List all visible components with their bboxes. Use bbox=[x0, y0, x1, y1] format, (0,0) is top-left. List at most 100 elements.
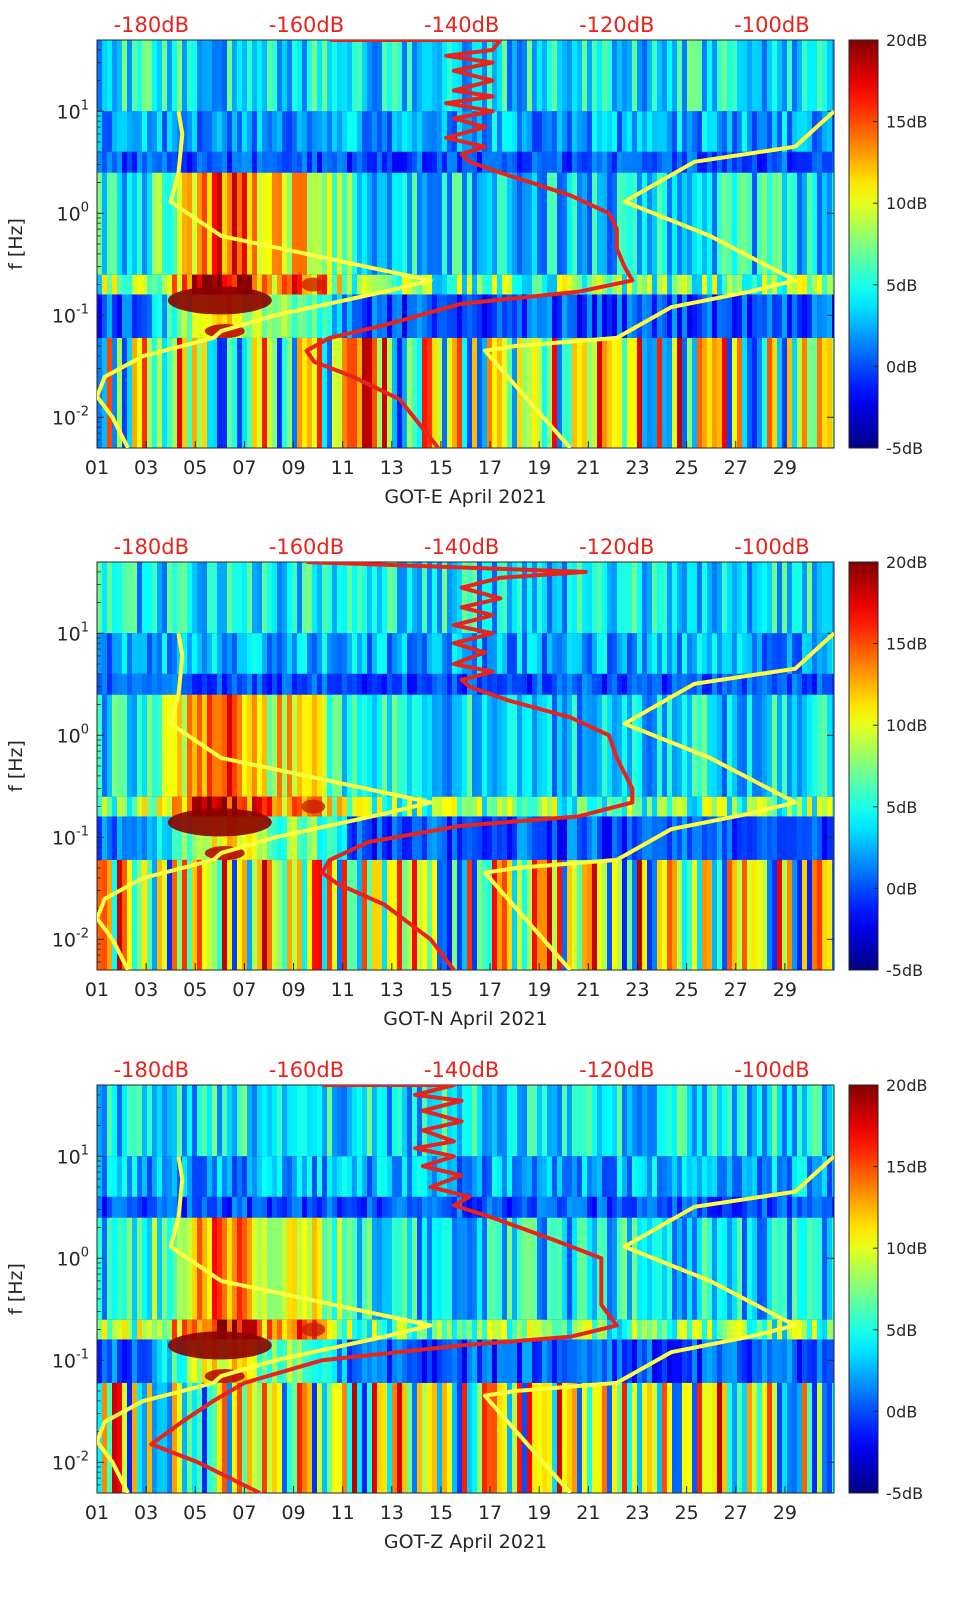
panel-3: 10-2 10-1 100 101 f [Hz] 01 03 05 07 09 11 13 15 17 19… bbox=[5, 1058, 928, 1553]
x-tick-label-11: 23 bbox=[625, 457, 649, 479]
colorbar-label-2: 10dB bbox=[886, 1239, 928, 1258]
colorbar-label-3: 5dB bbox=[886, 1321, 917, 1340]
series-high-noise-model bbox=[482, 631, 834, 970]
x-tick-label-4: 09 bbox=[281, 457, 305, 479]
colorbar-label-2: 10dB bbox=[886, 716, 928, 735]
x-tick-label-6: 13 bbox=[380, 1502, 404, 1524]
y-tick-label-2: 100 bbox=[57, 1245, 89, 1270]
x-tick-label-14: 29 bbox=[773, 457, 797, 479]
y-tick-label-1: 10-1 bbox=[52, 302, 89, 327]
top-axis-label-0: -180dB bbox=[114, 13, 189, 37]
series-median-PSD bbox=[304, 40, 635, 448]
top-axis-label-0: -180dB bbox=[114, 1058, 189, 1082]
x-tick-label-4: 09 bbox=[281, 979, 305, 1001]
colorbar-label-5: -5dB bbox=[886, 439, 923, 458]
colorbar-label-0: 20dB bbox=[886, 1076, 928, 1095]
colorbar-label-5: -5dB bbox=[886, 1484, 923, 1503]
x-tick-label-2: 05 bbox=[183, 457, 207, 479]
x-tick-label-5: 11 bbox=[331, 979, 355, 1001]
x-axis-label: GOT-N April 2021 bbox=[383, 1008, 547, 1030]
x-tick-label-7: 15 bbox=[429, 1502, 453, 1524]
series-high-noise-model bbox=[482, 109, 834, 448]
top-axis-label-1: -160dB bbox=[269, 13, 344, 37]
y-tick-label-0: 10-2 bbox=[52, 926, 89, 951]
x-tick-label-2: 05 bbox=[183, 1502, 207, 1524]
x-tick-label-13: 27 bbox=[724, 457, 748, 479]
top-axis-label-4: -100dB bbox=[734, 1058, 809, 1082]
x-tick-label-0: 01 bbox=[85, 457, 109, 479]
x-tick-label-12: 25 bbox=[675, 979, 699, 1001]
x-tick-label-3: 07 bbox=[232, 1502, 256, 1524]
colorbar-label-1: 15dB bbox=[886, 1158, 928, 1177]
x-tick-label-7: 15 bbox=[429, 457, 453, 479]
y-tick-label-1: 10-1 bbox=[52, 824, 89, 849]
y-tick-label-2: 100 bbox=[57, 200, 89, 225]
series-high-noise-model bbox=[482, 1154, 834, 1493]
colorbar: 20dB 15dB 10dB 5dB 0dB -5dB bbox=[848, 553, 928, 980]
x-tick-label-8: 17 bbox=[478, 1502, 502, 1524]
series-median-PSD bbox=[149, 1085, 619, 1493]
colorbar-label-1: 15dB bbox=[886, 635, 928, 654]
colorbar-label-3: 5dB bbox=[886, 276, 917, 295]
x-tick-label-13: 27 bbox=[724, 1502, 748, 1524]
x-tick-label-12: 25 bbox=[675, 1502, 699, 1524]
y-axis-label: f [Hz] bbox=[5, 1263, 27, 1315]
top-axis-label-4: -100dB bbox=[734, 13, 809, 37]
x-tick-label-6: 13 bbox=[380, 979, 404, 1001]
y-tick-label-3: 101 bbox=[57, 1143, 89, 1168]
top-axis-label-1: -160dB bbox=[269, 1058, 344, 1082]
x-tick-label-8: 17 bbox=[478, 457, 502, 479]
x-tick-label-0: 01 bbox=[85, 979, 109, 1001]
x-tick-label-8: 17 bbox=[478, 979, 502, 1001]
colorbar-label-2: 10dB bbox=[886, 194, 928, 213]
x-tick-label-9: 19 bbox=[527, 457, 551, 479]
y-axis-label: f [Hz] bbox=[5, 218, 27, 270]
x-tick-label-9: 19 bbox=[527, 979, 551, 1001]
x-tick-label-13: 27 bbox=[724, 979, 748, 1001]
top-axis-label-3: -120dB bbox=[579, 13, 654, 37]
colorbar-label-4: 0dB bbox=[886, 357, 917, 376]
y-tick-label-0: 10-2 bbox=[52, 1449, 89, 1474]
x-tick-label-10: 21 bbox=[576, 1502, 600, 1524]
colorbar-label-5: -5dB bbox=[886, 961, 923, 980]
y-tick-label-1: 10-1 bbox=[52, 1347, 89, 1372]
y-tick-label-3: 101 bbox=[57, 620, 89, 645]
x-tick-label-5: 11 bbox=[331, 1502, 355, 1524]
panel-2: 10-2 10-1 100 101 f [Hz] 01 03 05 07 09 11 13 15 17 19… bbox=[5, 535, 928, 1030]
y-axis-label: f [Hz] bbox=[5, 740, 27, 792]
x-tick-label-4: 09 bbox=[281, 1502, 305, 1524]
x-tick-label-11: 23 bbox=[625, 979, 649, 1001]
x-tick-label-11: 23 bbox=[625, 1502, 649, 1524]
x-tick-label-1: 03 bbox=[134, 979, 158, 1001]
x-tick-label-1: 03 bbox=[134, 1502, 158, 1524]
x-tick-label-10: 21 bbox=[576, 979, 600, 1001]
top-axis-label-1: -160dB bbox=[269, 535, 344, 559]
y-tick-label-2: 100 bbox=[57, 722, 89, 747]
colorbar: 20dB 15dB 10dB 5dB 0dB -5dB bbox=[848, 31, 928, 458]
top-axis-label-3: -120dB bbox=[579, 535, 654, 559]
y-tick-label-0: 10-2 bbox=[52, 404, 89, 429]
x-tick-label-1: 03 bbox=[134, 457, 158, 479]
x-tick-label-2: 05 bbox=[183, 979, 207, 1001]
top-axis-label-2: -140dB bbox=[424, 13, 499, 37]
colorbar-label-1: 15dB bbox=[886, 113, 928, 132]
x-tick-label-3: 07 bbox=[232, 457, 256, 479]
top-axis-label-3: -120dB bbox=[579, 1058, 654, 1082]
colorbar-label-4: 0dB bbox=[886, 1402, 917, 1421]
series-low-noise-model bbox=[97, 110, 433, 448]
top-axis-label-2: -140dB bbox=[424, 535, 499, 559]
x-axis-label: GOT-E April 2021 bbox=[384, 486, 546, 508]
top-axis-label-0: -180dB bbox=[114, 535, 189, 559]
x-tick-label-7: 15 bbox=[429, 979, 453, 1001]
top-axis-label-4: -100dB bbox=[734, 535, 809, 559]
x-tick-label-5: 11 bbox=[331, 457, 355, 479]
colorbar-label-4: 0dB bbox=[886, 879, 917, 898]
top-axis-label-2: -140dB bbox=[424, 1058, 499, 1082]
x-tick-label-6: 13 bbox=[380, 457, 404, 479]
panel-1: 10-2 10-1 100 101 f [Hz] 01 03 05 07 09 11 13 15 17 19… bbox=[5, 13, 928, 508]
x-tick-label-14: 29 bbox=[773, 979, 797, 1001]
series-low-noise-model bbox=[97, 632, 433, 970]
colorbar: 20dB 15dB 10dB 5dB 0dB -5dB bbox=[848, 1076, 928, 1503]
